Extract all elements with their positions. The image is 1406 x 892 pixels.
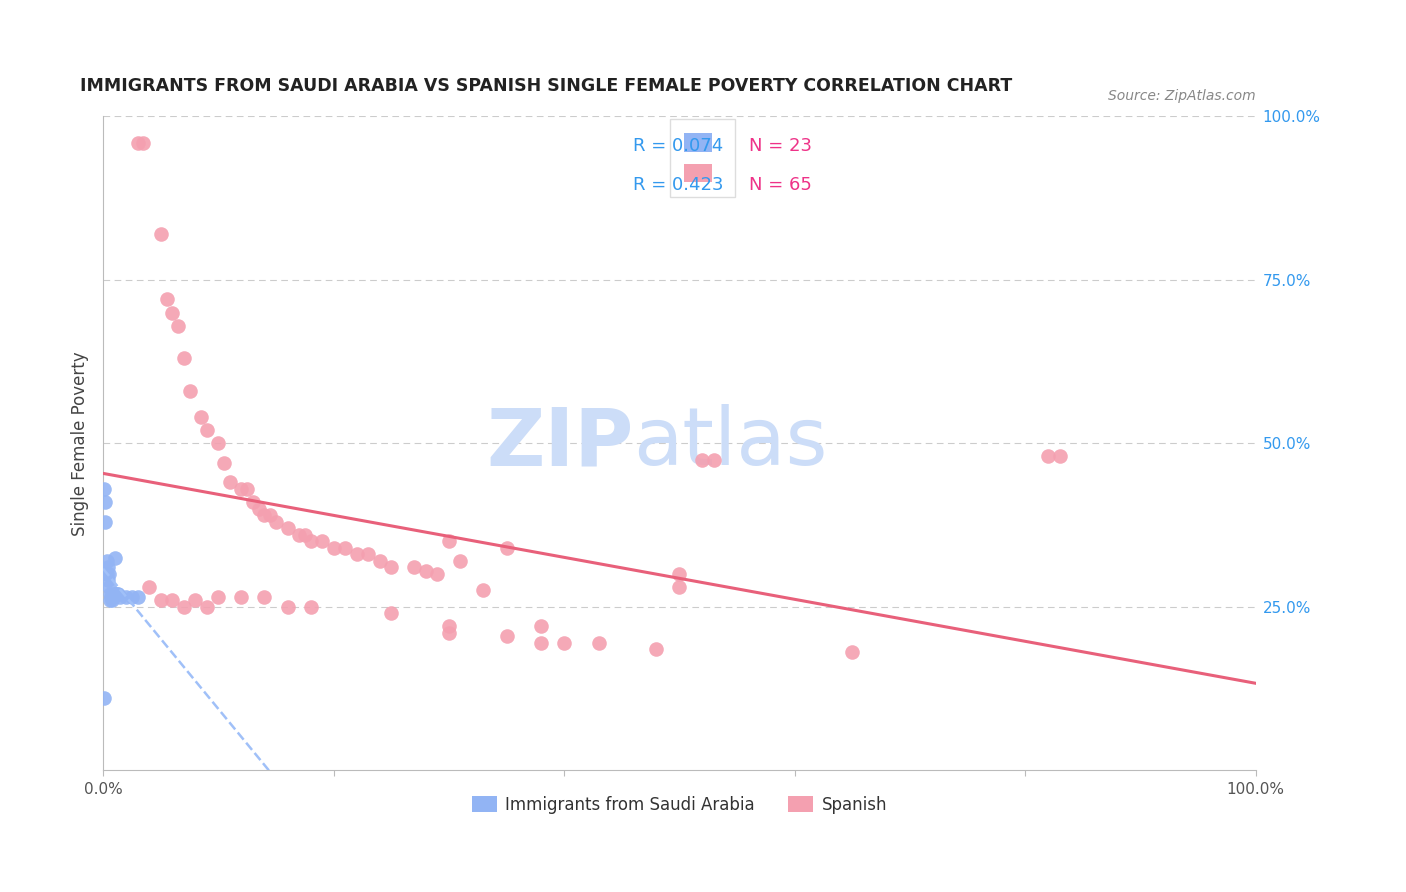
Point bbox=[167, 318, 190, 333]
Point bbox=[368, 554, 391, 568]
Point bbox=[495, 629, 517, 643]
Point bbox=[98, 593, 121, 607]
Point bbox=[415, 564, 437, 578]
Point bbox=[231, 590, 253, 604]
Point bbox=[703, 452, 725, 467]
Point bbox=[132, 136, 155, 150]
Point bbox=[149, 593, 172, 607]
Point bbox=[97, 580, 120, 594]
Point bbox=[96, 554, 118, 568]
Text: atlas: atlas bbox=[633, 404, 828, 483]
Point bbox=[104, 586, 127, 600]
Point bbox=[195, 599, 218, 614]
Point bbox=[207, 436, 229, 450]
Point bbox=[668, 566, 690, 581]
Y-axis label: Single Female Poverty: Single Female Poverty bbox=[72, 351, 89, 535]
Point bbox=[253, 508, 276, 522]
Point bbox=[380, 606, 402, 620]
Point bbox=[93, 482, 115, 496]
Point bbox=[437, 619, 460, 633]
Point bbox=[127, 590, 149, 604]
Point bbox=[472, 583, 495, 598]
Point bbox=[104, 550, 127, 565]
Point bbox=[530, 619, 553, 633]
Point bbox=[449, 554, 471, 568]
Point bbox=[127, 136, 149, 150]
Point bbox=[162, 593, 184, 607]
Point bbox=[1038, 450, 1060, 464]
Point bbox=[253, 590, 276, 604]
Point bbox=[101, 593, 124, 607]
Text: R = 0.423: R = 0.423 bbox=[633, 176, 724, 194]
Point bbox=[299, 599, 322, 614]
Point bbox=[162, 305, 184, 319]
Point bbox=[530, 635, 553, 649]
Text: ZIP: ZIP bbox=[486, 404, 633, 483]
Point bbox=[236, 482, 259, 496]
Point bbox=[184, 593, 207, 607]
Point bbox=[437, 534, 460, 549]
Point bbox=[404, 560, 426, 574]
Point bbox=[231, 482, 253, 496]
Point bbox=[97, 566, 120, 581]
Legend: Immigrants from Saudi Arabia, Spanish: Immigrants from Saudi Arabia, Spanish bbox=[465, 789, 894, 821]
Point bbox=[138, 580, 160, 594]
Point bbox=[437, 625, 460, 640]
Point bbox=[212, 456, 235, 470]
Point bbox=[97, 574, 120, 588]
Point bbox=[299, 534, 322, 549]
Point bbox=[380, 560, 402, 574]
Point bbox=[103, 586, 125, 600]
Point bbox=[294, 527, 316, 541]
Point bbox=[100, 590, 122, 604]
Point bbox=[668, 580, 690, 594]
Point bbox=[173, 599, 195, 614]
Point bbox=[115, 590, 138, 604]
Point bbox=[94, 495, 117, 509]
Point bbox=[1049, 450, 1071, 464]
Point bbox=[207, 590, 229, 604]
Point bbox=[259, 508, 281, 522]
Point bbox=[247, 501, 270, 516]
Point bbox=[107, 586, 129, 600]
Point bbox=[357, 547, 380, 561]
Point bbox=[588, 635, 610, 649]
Point bbox=[121, 590, 143, 604]
Point bbox=[288, 527, 311, 541]
Point bbox=[692, 452, 714, 467]
Text: N = 23: N = 23 bbox=[748, 136, 811, 155]
Point bbox=[110, 590, 132, 604]
Point bbox=[322, 541, 344, 555]
Point bbox=[264, 515, 287, 529]
Point bbox=[98, 586, 121, 600]
Point bbox=[645, 642, 668, 657]
Point bbox=[105, 586, 128, 600]
Point bbox=[173, 351, 195, 366]
Point bbox=[346, 547, 368, 561]
Point bbox=[553, 635, 575, 649]
Point bbox=[277, 599, 299, 614]
Point bbox=[426, 566, 449, 581]
Point bbox=[277, 521, 299, 535]
Text: IMMIGRANTS FROM SAUDI ARABIA VS SPANISH SINGLE FEMALE POVERTY CORRELATION CHART: IMMIGRANTS FROM SAUDI ARABIA VS SPANISH … bbox=[80, 78, 1012, 95]
Point bbox=[190, 410, 212, 425]
Point bbox=[149, 227, 172, 241]
Text: N = 65: N = 65 bbox=[748, 176, 811, 194]
Point bbox=[219, 475, 242, 490]
Point bbox=[311, 534, 333, 549]
Point bbox=[495, 541, 517, 555]
Point bbox=[155, 293, 177, 307]
Point bbox=[96, 566, 118, 581]
Text: R = 0.074: R = 0.074 bbox=[633, 136, 724, 155]
Text: Source: ZipAtlas.com: Source: ZipAtlas.com bbox=[1108, 89, 1256, 103]
Point bbox=[841, 645, 863, 659]
Point bbox=[195, 423, 218, 437]
Point bbox=[93, 691, 115, 706]
Point bbox=[242, 495, 264, 509]
Point bbox=[335, 541, 357, 555]
Point bbox=[94, 515, 117, 529]
Point bbox=[179, 384, 201, 398]
Point bbox=[97, 560, 120, 574]
